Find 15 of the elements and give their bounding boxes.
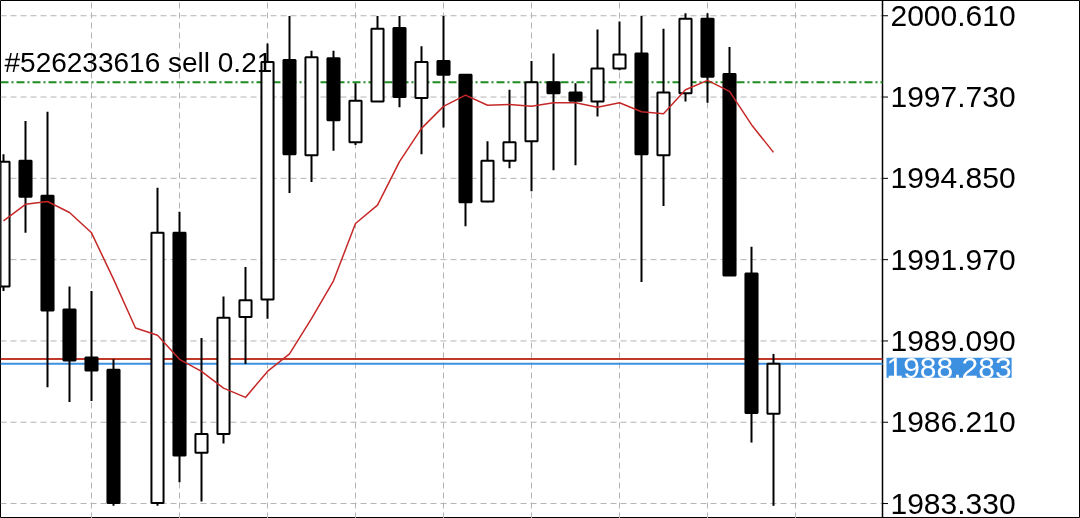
line-series (2, 79, 775, 399)
candlestick (546, 52, 561, 172)
y-tick-label: 2000.610 (890, 0, 1016, 32)
candlestick (568, 82, 583, 167)
y-tick-label: 1997.730 (890, 80, 1016, 114)
candlestick (502, 88, 517, 170)
y-tick-label: 1994.850 (890, 161, 1016, 195)
candlestick (436, 15, 451, 129)
candlestick (194, 337, 209, 503)
candlestick (84, 289, 99, 403)
candlestick (612, 20, 627, 72)
y-tick-label: 1991.970 (890, 242, 1016, 276)
candlestick (238, 265, 253, 366)
y-tick-label: 1983.330 (890, 486, 1016, 518)
y-tick-label: 1986.210 (890, 405, 1016, 439)
